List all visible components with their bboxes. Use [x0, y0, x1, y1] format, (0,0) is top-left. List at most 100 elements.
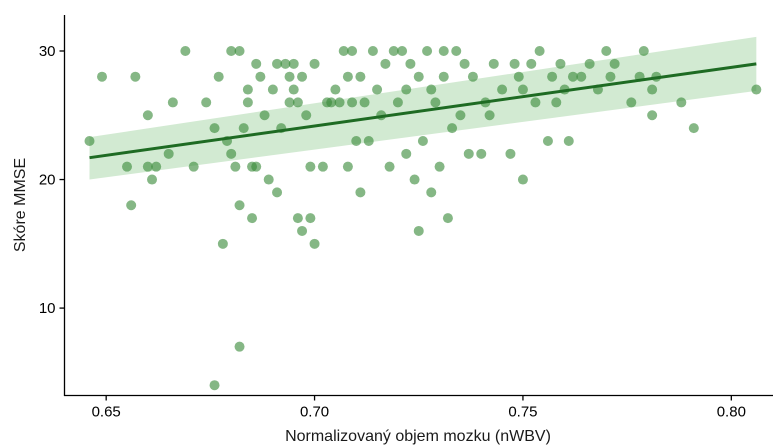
data-point [751, 84, 762, 95]
data-point [647, 110, 658, 121]
data-point [542, 135, 553, 146]
data-point [126, 200, 137, 211]
data-point [317, 161, 328, 172]
data-point [259, 110, 270, 121]
data-point [267, 84, 278, 95]
x-axis-title: Normalizovaný objem mozku (nWBV) [285, 428, 551, 445]
data-point [459, 58, 470, 69]
data-point [297, 225, 308, 236]
data-point [626, 97, 637, 108]
points-layer [84, 45, 762, 391]
data-point [209, 380, 220, 391]
trend-line [89, 62, 757, 160]
data-point [342, 161, 353, 172]
data-point [242, 97, 253, 108]
data-point [280, 58, 291, 69]
data-point [688, 123, 699, 134]
data-point [567, 71, 578, 82]
data-point [447, 123, 458, 134]
data-point [476, 148, 487, 159]
data-point [601, 45, 612, 56]
data-point [238, 123, 249, 134]
data-point [209, 123, 220, 134]
data-point [509, 58, 520, 69]
x-tick-label: 0.70 [300, 404, 329, 421]
data-point [647, 84, 658, 95]
data-point [251, 58, 262, 69]
data-point [530, 97, 541, 108]
data-point [151, 161, 162, 172]
data-point [122, 161, 133, 172]
data-point [305, 161, 316, 172]
data-point [430, 97, 441, 108]
y-tick-label: 10 [39, 300, 56, 317]
data-point [438, 45, 449, 56]
data-point [247, 213, 258, 224]
data-point [347, 45, 358, 56]
axes-layer [63, 15, 773, 397]
data-point [392, 97, 403, 108]
confidence-band-layer [89, 36, 757, 180]
data-point [242, 84, 253, 95]
data-point [451, 45, 462, 56]
data-point [97, 71, 108, 82]
data-point [84, 135, 95, 146]
data-point [338, 45, 349, 56]
data-point [467, 71, 478, 82]
data-point [284, 97, 295, 108]
data-point [551, 97, 562, 108]
data-point [326, 97, 337, 108]
x-tick-label: 0.65 [92, 404, 121, 421]
data-point [142, 110, 153, 121]
data-point [605, 71, 616, 82]
data-point [230, 161, 241, 172]
data-point [309, 238, 320, 249]
data-point [213, 71, 224, 82]
data-point [234, 45, 245, 56]
data-point [355, 187, 366, 198]
data-point [367, 45, 378, 56]
data-point [547, 71, 558, 82]
data-point [497, 84, 508, 95]
data-point [351, 135, 362, 146]
data-point [417, 135, 428, 146]
data-point [167, 97, 178, 108]
data-point [226, 148, 237, 159]
data-point [413, 225, 424, 236]
data-point [401, 148, 412, 159]
data-point [163, 148, 174, 159]
confidence-band [89, 36, 757, 180]
data-point [397, 45, 408, 56]
data-point [517, 84, 528, 95]
data-point [301, 110, 312, 121]
data-point [142, 161, 153, 172]
data-point [292, 97, 303, 108]
data-point [272, 187, 283, 198]
data-point [309, 58, 320, 69]
data-point [488, 58, 499, 69]
data-point [484, 110, 495, 121]
data-point [234, 341, 245, 352]
x-tick-label: 0.75 [508, 404, 537, 421]
data-point [563, 135, 574, 146]
data-point [576, 71, 587, 82]
data-point [534, 45, 545, 56]
data-point [388, 45, 399, 56]
data-point [413, 71, 424, 82]
data-point [505, 148, 516, 159]
data-point [284, 71, 295, 82]
data-point [513, 71, 524, 82]
data-point [426, 187, 437, 198]
ticks-layer: 0.65 0.70 0.75 0.80 10 20 30 [39, 43, 746, 421]
data-point [555, 58, 566, 69]
data-point [288, 58, 299, 69]
data-point [609, 58, 620, 69]
data-point [347, 97, 358, 108]
data-point [638, 45, 649, 56]
y-axis-title: Skóre MMSE [12, 158, 29, 252]
data-point [442, 213, 453, 224]
data-point [217, 238, 228, 249]
data-point [426, 84, 437, 95]
x-tick-label: 0.80 [717, 404, 746, 421]
